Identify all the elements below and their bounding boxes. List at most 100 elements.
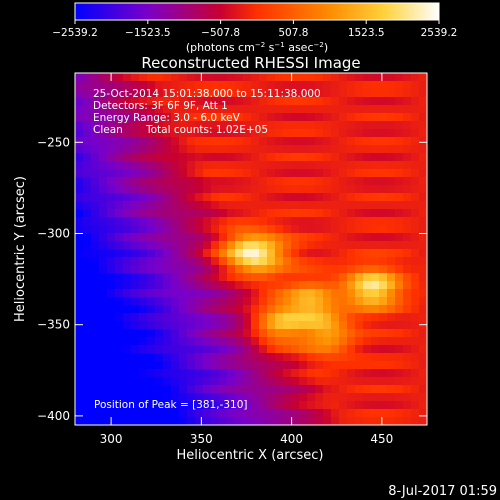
heatmap-cell bbox=[395, 97, 404, 106]
heatmap-cell bbox=[339, 249, 348, 258]
heatmap-cell bbox=[203, 217, 212, 226]
heatmap-cell bbox=[203, 193, 212, 202]
heatmap-cell bbox=[395, 73, 404, 82]
heatmap-cell bbox=[331, 73, 340, 82]
heatmap-cell bbox=[131, 233, 140, 242]
heatmap-cell bbox=[355, 321, 364, 330]
heatmap-cell bbox=[283, 145, 292, 154]
heatmap-cell bbox=[411, 113, 420, 122]
heatmap-cell bbox=[387, 137, 396, 146]
heatmap-cell bbox=[347, 281, 356, 290]
heatmap-cell bbox=[179, 297, 188, 306]
heatmap-cell bbox=[307, 321, 316, 330]
heatmap-cell bbox=[139, 329, 148, 338]
heatmap-cell bbox=[395, 241, 404, 250]
heatmap-cell bbox=[251, 209, 260, 218]
heatmap-cell bbox=[123, 217, 132, 226]
heatmap-cell bbox=[419, 201, 427, 210]
heatmap-cell bbox=[347, 345, 356, 354]
heatmap-cell bbox=[299, 337, 308, 346]
heatmap-cell bbox=[131, 209, 140, 218]
heatmap-cell bbox=[387, 201, 396, 210]
heatmap-cell bbox=[347, 225, 356, 234]
heatmap-cell bbox=[83, 185, 92, 194]
heatmap-cell bbox=[147, 169, 156, 178]
heatmap-cell bbox=[323, 105, 332, 114]
heatmap-cell bbox=[211, 121, 220, 130]
heatmap-cell bbox=[139, 417, 148, 425]
heatmap-cell bbox=[275, 129, 284, 138]
heatmap-cell bbox=[203, 169, 212, 178]
heatmap-cell bbox=[251, 249, 260, 258]
heatmap-cell bbox=[203, 297, 212, 306]
heatmap-cell bbox=[259, 353, 268, 362]
heatmap-cell bbox=[163, 89, 172, 98]
heatmap-cell bbox=[171, 409, 180, 418]
heatmap-cell bbox=[339, 385, 348, 394]
heatmap-cell bbox=[171, 345, 180, 354]
heatmap-cell bbox=[291, 361, 300, 370]
heatmap-cell bbox=[403, 209, 412, 218]
heatmap-cell bbox=[379, 281, 388, 290]
heatmap-cell bbox=[139, 153, 148, 162]
heatmap-cell bbox=[403, 345, 412, 354]
heatmap-cell bbox=[219, 281, 228, 290]
heatmap-cell bbox=[275, 313, 284, 322]
heatmap-cell bbox=[291, 241, 300, 250]
heatmap-cell bbox=[195, 217, 204, 226]
heatmap-cell bbox=[307, 145, 316, 154]
heatmap-cell bbox=[219, 209, 228, 218]
heatmap-cell bbox=[283, 369, 292, 378]
heatmap-cell bbox=[155, 113, 164, 122]
heatmap-cell bbox=[163, 321, 172, 330]
heatmap-cell bbox=[291, 265, 300, 274]
heatmap-cell bbox=[243, 73, 252, 82]
heatmap-cell bbox=[139, 289, 148, 298]
heatmap-cell bbox=[355, 257, 364, 266]
heatmap-cell bbox=[331, 393, 340, 402]
heatmap-cell bbox=[251, 297, 260, 306]
heatmap-cell bbox=[379, 241, 388, 250]
heatmap-cell bbox=[123, 233, 132, 242]
heatmap-cell bbox=[235, 185, 244, 194]
heatmap-cell bbox=[339, 297, 348, 306]
heatmap-cell bbox=[187, 153, 196, 162]
heatmap-cell bbox=[331, 273, 340, 282]
heatmap-cell bbox=[315, 289, 324, 298]
heatmap-cell bbox=[131, 353, 140, 362]
heatmap-cell bbox=[275, 345, 284, 354]
heatmap-cell bbox=[147, 209, 156, 218]
heatmap-cell bbox=[395, 81, 404, 90]
heatmap-cell bbox=[395, 329, 404, 338]
heatmap-cell bbox=[171, 201, 180, 210]
heatmap-cell bbox=[411, 353, 420, 362]
heatmap-cell bbox=[115, 241, 124, 250]
heatmap-cell bbox=[75, 169, 84, 178]
heatmap-cell bbox=[227, 297, 236, 306]
heatmap-cell bbox=[251, 225, 260, 234]
heatmap-cell bbox=[235, 225, 244, 234]
heatmap-cell bbox=[243, 89, 252, 98]
heatmap-cell bbox=[171, 417, 180, 425]
x-tick-label: 350 bbox=[190, 432, 213, 446]
heatmap-cell bbox=[363, 329, 372, 338]
heatmap-cell bbox=[251, 265, 260, 274]
heatmap-cell bbox=[235, 289, 244, 298]
heatmap-cell bbox=[339, 73, 348, 82]
heatmap-cell bbox=[347, 97, 356, 106]
heatmap-cell bbox=[203, 265, 212, 274]
heatmap-cell bbox=[331, 361, 340, 370]
heatmap-cell bbox=[139, 401, 148, 410]
heatmap-cell bbox=[107, 377, 116, 386]
heatmap-cell bbox=[211, 289, 220, 298]
heatmap-cell bbox=[275, 233, 284, 242]
heatmap-cell bbox=[307, 169, 316, 178]
heatmap-cell bbox=[75, 217, 84, 226]
heatmap-cell bbox=[115, 281, 124, 290]
heatmap-cell bbox=[139, 81, 148, 90]
heatmap-cell bbox=[243, 145, 252, 154]
heatmap-cell bbox=[235, 89, 244, 98]
heatmap-cell bbox=[91, 145, 100, 154]
heatmap-cell bbox=[299, 105, 308, 114]
y-axis-label: Heliocentric Y (arcsec) bbox=[13, 176, 28, 322]
